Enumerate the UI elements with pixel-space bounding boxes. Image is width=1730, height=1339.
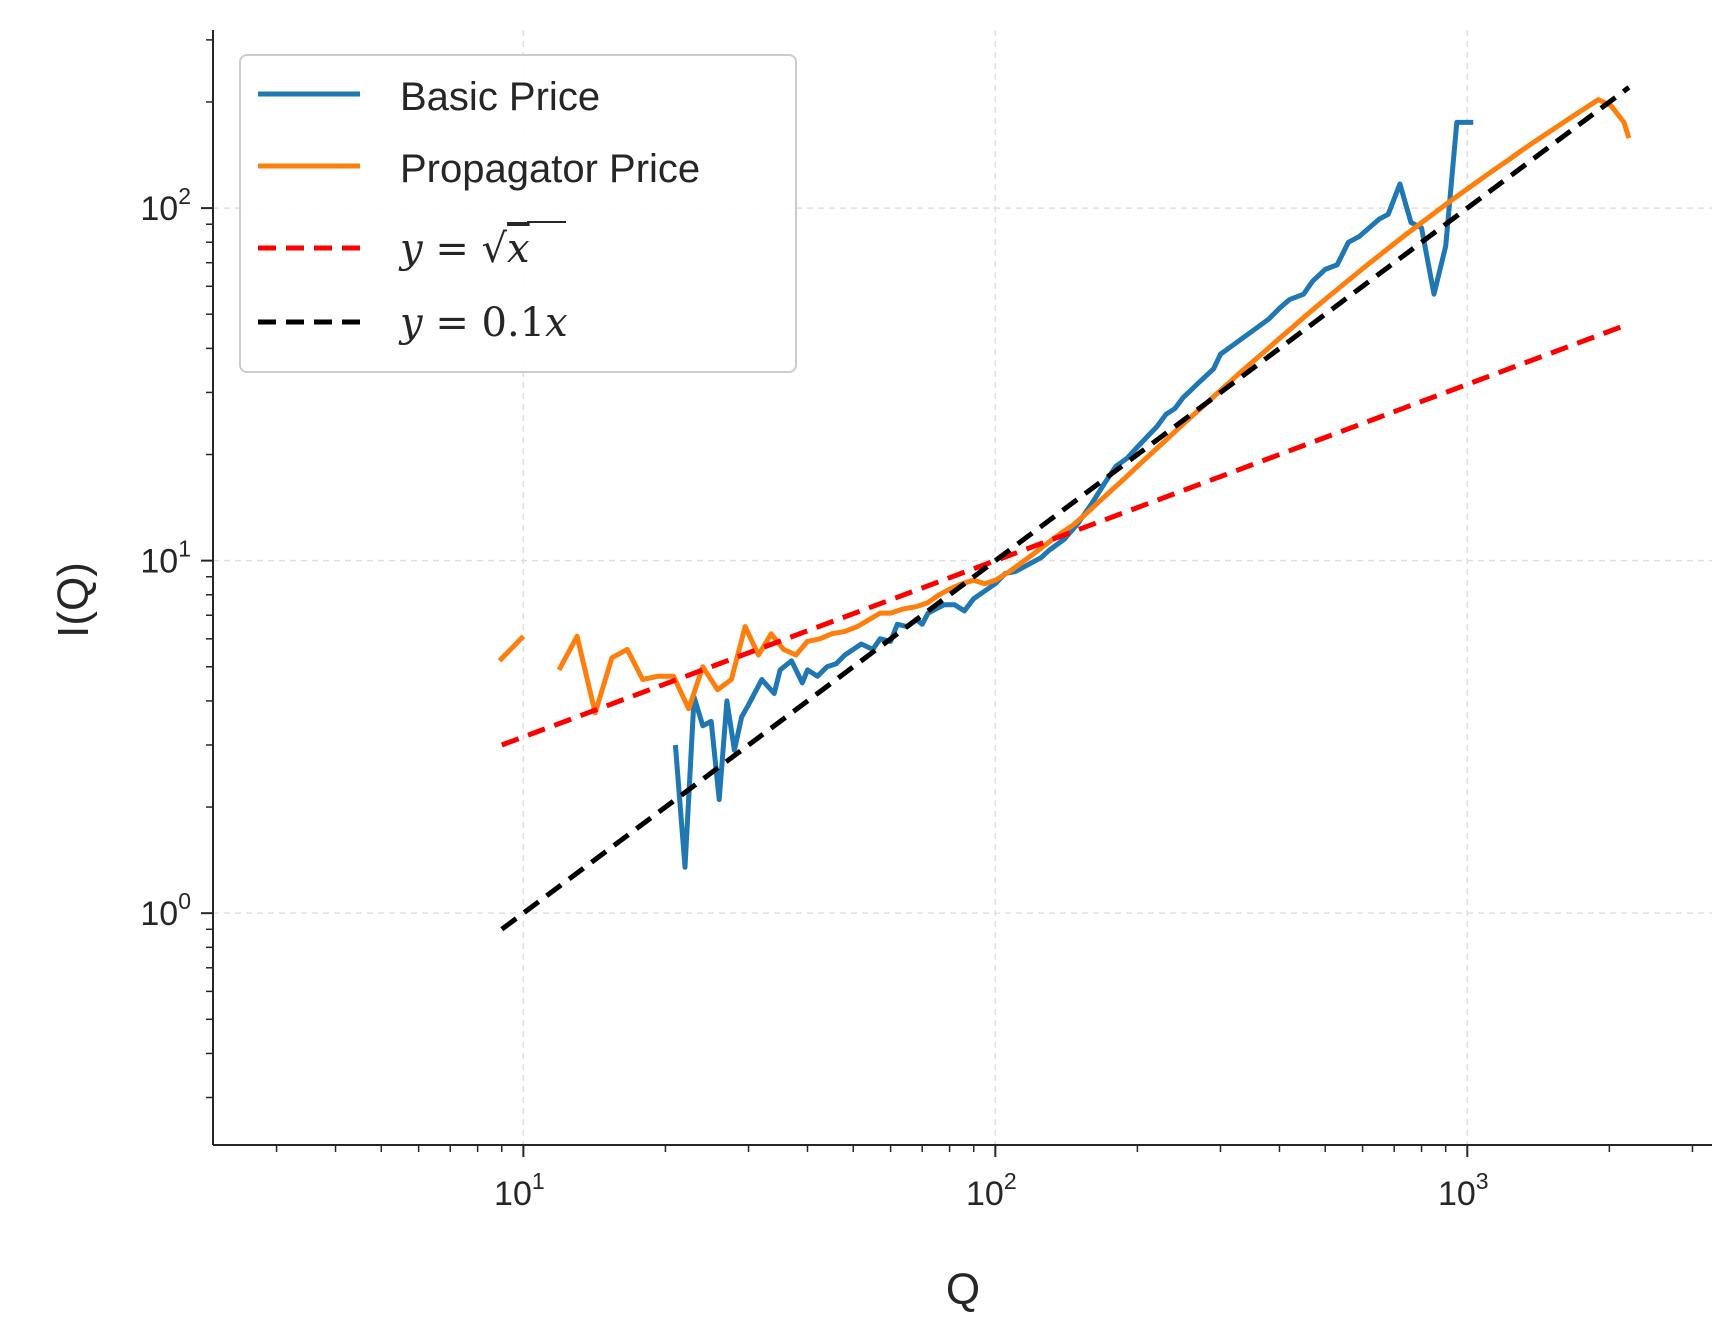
axis-ticks: 101 102 103 100 101 102 [140,39,1694,1213]
axes [212,30,1712,1146]
legend-label-propagator-price: Propagator Price [400,147,700,191]
x-tick-label: 103 [1438,1168,1489,1213]
y-tick-label: 102 [140,183,191,228]
grid-lines [213,30,1712,1145]
x-tick-label: 102 [966,1168,1017,1213]
y-axis-label: I(Q) [49,562,98,638]
series-line-2 [500,321,1630,748]
plot-series [497,85,1632,932]
y-tick-label: 101 [140,536,191,581]
x-tick-label: 101 [494,1168,545,1213]
series-line-1 [497,97,1632,716]
legend: Basic Price Propagator Price y = √x y = … [239,54,797,373]
legend-frame [239,54,797,373]
series-line-3 [500,85,1631,932]
series-line-0 [672,119,1474,870]
legend-label-basic-price: Basic Price [400,75,600,119]
x-axis-label: Q [946,1265,980,1314]
legend-label-linear: y = 0.1x [398,300,568,346]
legend-label-sqrt-x: y = √x [398,226,530,272]
y-tick-label: 100 [140,888,191,933]
